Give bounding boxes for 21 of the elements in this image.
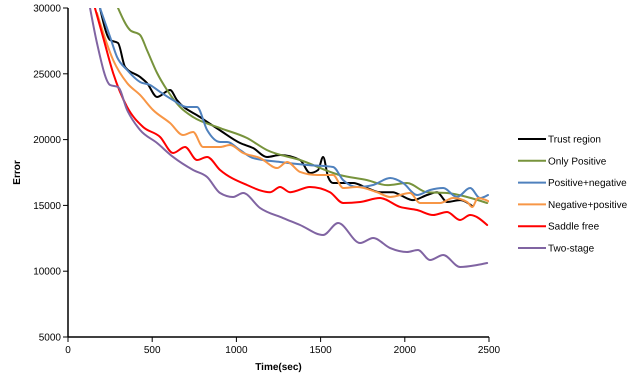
y-tick-label: 10000 [33, 266, 62, 278]
x-tick-label: 1500 [309, 345, 332, 356]
legend-label: Trust region [548, 134, 601, 146]
legend-label: Only Positive [548, 156, 607, 168]
legend-label: Positive+negative [548, 178, 628, 190]
y-tick-label: 30000 [33, 4, 62, 14]
line-series [89, 8, 488, 268]
x-axis-title: Time(sec) [255, 362, 302, 373]
y-tick-label: 5000 [38, 332, 62, 344]
x-tick-label: 2000 [394, 345, 416, 356]
x-tick-label: 2500 [478, 345, 501, 356]
y-tick-label: 25000 [33, 69, 62, 80]
x-tick-label: 1000 [225, 345, 248, 356]
x-tick-label: 0 [65, 345, 72, 356]
legend-label: Negative+positive [548, 200, 628, 211]
y-tick-label: 20000 [33, 135, 62, 146]
legend-label: Saddle free [548, 222, 600, 233]
y-tick-label: 15000 [33, 200, 62, 212]
legend-label: Two-stage [548, 244, 595, 254]
y-axis-title: Error [12, 160, 23, 185]
x-tick-label: 500 [144, 345, 161, 356]
